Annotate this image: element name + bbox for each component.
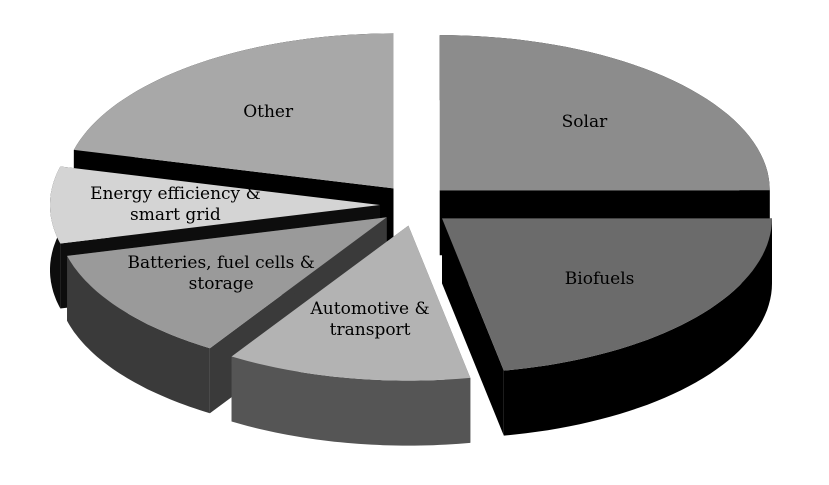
slice-label: Automotive & transport — [310, 298, 430, 341]
slice-wall — [442, 218, 504, 436]
slice-label: Other — [243, 101, 294, 122]
slice-label-box: Biofuels — [564, 269, 635, 290]
slice-label: Batteries, fuel cells & storage — [127, 252, 315, 294]
slice — [50, 166, 380, 244]
slice-label-box: Solar — [561, 111, 608, 132]
slice-label: Energy efficiency & smart grid — [90, 183, 261, 225]
slice — [439, 35, 770, 191]
slice — [73, 33, 394, 189]
slice — [442, 218, 772, 371]
slice-side — [503, 218, 772, 436]
slice-label: Solar — [561, 111, 608, 132]
slice-label-box: Energy efficiency & smart grid — [90, 183, 261, 225]
slice-side — [67, 255, 210, 414]
slice — [67, 217, 387, 349]
slice — [231, 225, 471, 381]
slice-side — [231, 356, 471, 446]
slice-label: Biofuels — [564, 269, 635, 290]
slice-label-box: Automotive & transport — [310, 298, 430, 341]
slice-label-box: Other — [243, 101, 294, 122]
slice-label-box: Batteries, fuel cells & storage — [127, 252, 315, 294]
